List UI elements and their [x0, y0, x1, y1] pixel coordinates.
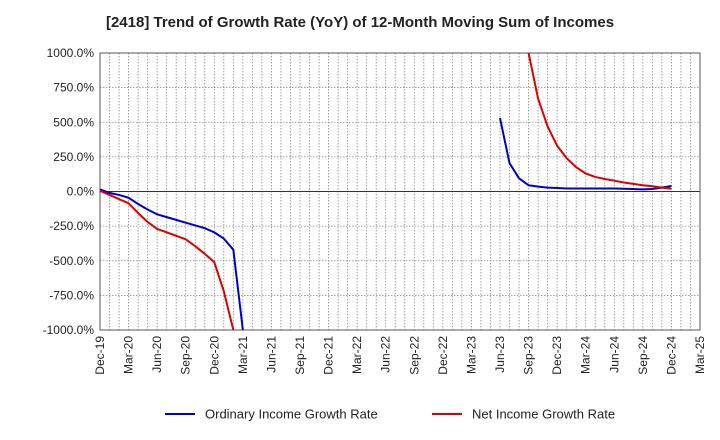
x-tick-label: Dec-20	[207, 336, 221, 375]
series-line-ordinary-income-growth-rate	[499, 117, 672, 191]
y-tick-label: -750.0%	[49, 288, 94, 302]
x-tick-label: Jun-22	[379, 336, 393, 373]
x-tick-label: Dec-21	[322, 336, 336, 375]
x-tick-label: Dec-22	[436, 336, 450, 375]
x-tick-label: Mar-24	[579, 336, 593, 374]
series-line-net-income-growth-rate	[527, 53, 672, 190]
x-tick-label: Sep-20	[179, 336, 193, 375]
x-tick-label: Dec-19	[93, 336, 107, 375]
y-tick-label: -1000.0%	[43, 323, 95, 337]
x-tick-label: Dec-23	[550, 336, 564, 375]
x-tick-label: Sep-22	[407, 336, 421, 375]
x-tick-label: Mar-23	[464, 336, 478, 374]
legend-label: Net Income Growth Rate	[472, 407, 615, 422]
x-tick-label: Sep-21	[293, 336, 307, 375]
y-tick-label: 750.0%	[53, 81, 94, 95]
series-line-ordinary-income-growth-rate	[100, 188, 244, 330]
x-tick-label: Mar-21	[236, 336, 250, 374]
x-tick-label: Mar-25	[693, 336, 707, 374]
x-tick-label: Mar-20	[122, 336, 136, 374]
x-tick-label: Sep-24	[636, 336, 650, 375]
chart-title: [2418] Trend of Growth Rate (YoY) of 12-…	[105, 14, 615, 31]
x-tick-label: Jun-24	[607, 336, 621, 373]
x-tick-label: Dec-24	[664, 336, 678, 375]
y-tick-label: 250.0%	[53, 150, 94, 164]
y-tick-label: -500.0%	[49, 254, 94, 268]
y-tick-label: -250.0%	[49, 219, 94, 233]
legend-label: Ordinary Income Growth Rate	[205, 407, 378, 422]
series-line-net-income-growth-rate	[100, 189, 235, 330]
x-tick-label: Sep-23	[522, 336, 536, 375]
x-tick-label: Mar-22	[350, 336, 364, 374]
y-tick-label: 0.0%	[67, 185, 95, 199]
x-tick-label: Jun-20	[150, 336, 164, 373]
x-tick-label: Jun-21	[264, 336, 278, 373]
x-tick-label: Jun-23	[493, 336, 507, 373]
y-tick-label: 500.0%	[53, 115, 94, 129]
y-tick-label: 1000.0%	[47, 46, 95, 60]
